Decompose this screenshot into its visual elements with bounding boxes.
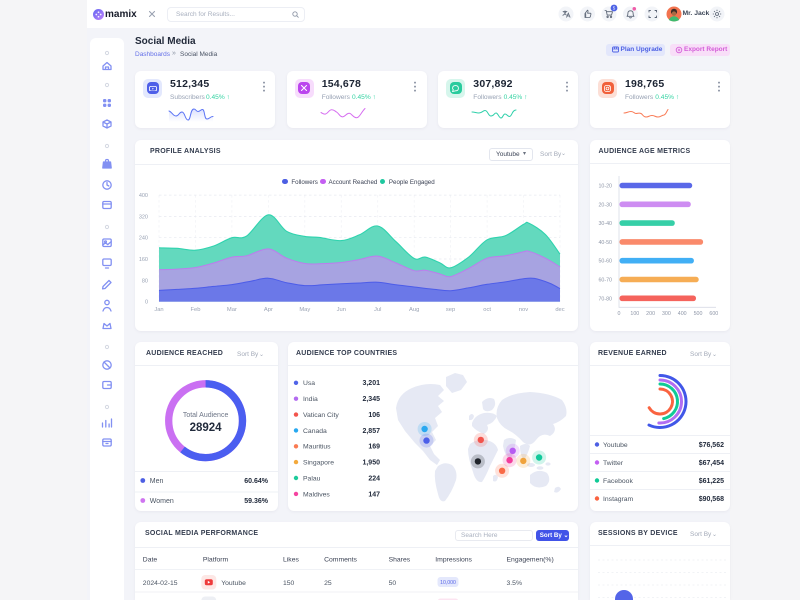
svg-text:India: India: [303, 396, 318, 403]
svg-text:Vatican City: Vatican City: [303, 412, 339, 419]
svg-text:28924: 28924: [190, 422, 223, 434]
svg-text:300: 300: [662, 311, 671, 317]
svg-text:Impressions: Impressions: [435, 557, 472, 564]
svg-text:0: 0: [145, 300, 148, 306]
svg-text:50-60: 50-60: [598, 259, 612, 265]
svg-text:nov: nov: [519, 307, 528, 313]
svg-text:Facebook: Facebook: [603, 478, 633, 485]
svg-text:600: 600: [709, 311, 718, 317]
svg-text:May: May: [299, 307, 310, 313]
svg-text:Twitter: Twitter: [603, 460, 624, 467]
svg-text:Palau: Palau: [303, 475, 321, 482]
svg-text:Instagram: Instagram: [603, 496, 634, 503]
svg-text:Jan: Jan: [154, 307, 163, 313]
svg-text:60.64%: 60.64%: [244, 478, 269, 485]
svg-text:2,857: 2,857: [362, 428, 380, 435]
svg-text:Aug: Aug: [409, 307, 419, 313]
svg-text:Likes: Likes: [283, 557, 299, 564]
svg-text:106: 106: [368, 412, 380, 419]
svg-text:Jun: Jun: [337, 307, 346, 313]
svg-text:Mauritius: Mauritius: [303, 444, 331, 451]
svg-text:25: 25: [324, 580, 332, 587]
svg-text:3,201: 3,201: [362, 380, 380, 387]
svg-text:50: 50: [389, 580, 397, 587]
svg-text:Platform: Platform: [203, 557, 229, 564]
svg-text:10-20: 10-20: [598, 184, 612, 190]
svg-text:70-80: 70-80: [598, 296, 612, 302]
svg-text:5: 5: [613, 5, 616, 10]
svg-text:10,000: 10,000: [440, 580, 456, 586]
svg-text:100: 100: [630, 311, 639, 317]
svg-text:80: 80: [142, 278, 148, 284]
svg-text:Men: Men: [150, 478, 164, 485]
svg-text:oct: oct: [483, 307, 491, 313]
svg-text:sep: sep: [446, 307, 455, 313]
svg-text:240: 240: [139, 236, 148, 242]
svg-text:Youtube: Youtube: [221, 580, 246, 587]
svg-text:500: 500: [694, 311, 703, 317]
svg-text:Usa: Usa: [303, 380, 315, 387]
svg-text:224: 224: [368, 475, 380, 482]
svg-text:Total Audience: Total Audience: [183, 412, 229, 419]
svg-text:200: 200: [646, 311, 655, 317]
svg-text:320: 320: [139, 214, 148, 220]
svg-text:Comments: Comments: [324, 557, 357, 564]
svg-text:400: 400: [139, 193, 148, 199]
svg-text:$90,568: $90,568: [699, 496, 724, 503]
svg-text:Youtube: Youtube: [603, 442, 628, 449]
svg-text:$67,454: $67,454: [699, 460, 724, 467]
svg-text:dec: dec: [555, 307, 564, 313]
svg-text:60-70: 60-70: [598, 278, 612, 284]
svg-text:40-50: 40-50: [598, 240, 612, 246]
svg-text:Engagemen(%): Engagemen(%): [507, 557, 554, 564]
svg-text:Apr: Apr: [264, 307, 273, 313]
svg-text:Singapore: Singapore: [303, 460, 334, 467]
svg-text:Women: Women: [150, 498, 174, 505]
svg-text:$76,562: $76,562: [699, 442, 724, 449]
svg-text:$61,225: $61,225: [699, 478, 724, 485]
svg-text:59.36%: 59.36%: [244, 498, 269, 505]
svg-text:Shares: Shares: [389, 557, 411, 564]
svg-text:Date: Date: [143, 557, 158, 564]
svg-text:2024-02-15: 2024-02-15: [143, 580, 178, 587]
svg-text:20-30: 20-30: [598, 202, 612, 208]
svg-text:Mar: Mar: [227, 307, 237, 313]
svg-text:150: 150: [283, 580, 295, 587]
svg-text:2,345: 2,345: [362, 396, 380, 403]
svg-text:147: 147: [368, 491, 380, 498]
svg-text:Maldives: Maldives: [303, 491, 330, 498]
svg-text:400: 400: [678, 311, 687, 317]
svg-text:169: 169: [368, 444, 380, 451]
svg-text:1,950: 1,950: [362, 460, 380, 467]
svg-text:Jul: Jul: [374, 307, 381, 313]
svg-text:30-40: 30-40: [598, 221, 612, 227]
svg-text:0: 0: [618, 311, 621, 317]
svg-text:Canada: Canada: [303, 428, 327, 435]
svg-text:3.5%: 3.5%: [507, 580, 523, 587]
svg-text:Feb: Feb: [191, 307, 201, 313]
svg-text:160: 160: [139, 257, 148, 263]
